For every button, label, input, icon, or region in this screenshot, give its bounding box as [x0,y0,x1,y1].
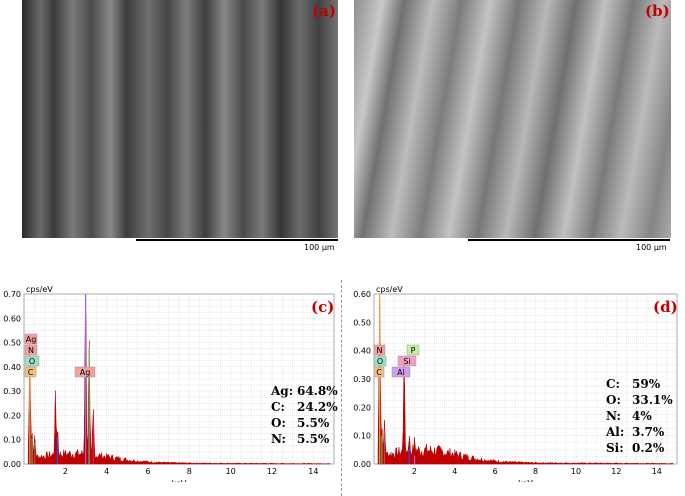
composition-legend-c: Ag: 64.8% C: 24.2% O: 5.5% N: 5.5% [271,383,338,447]
panel-label-c: (c) [311,298,335,316]
x-tick-label: 12 [611,467,621,476]
element-percent: 3.7% [632,425,665,439]
y-tick-label: 0.00 [353,460,371,469]
composition-row: Si: 0.2% [606,440,673,456]
y-tick-label: 0.40 [3,363,21,372]
x-tick-label: 14 [652,467,662,476]
peak-tag-label: Ag [26,335,37,344]
spectrum-area [27,315,331,465]
y-tick-label: 0.30 [3,387,21,396]
x-tick-label: 10 [226,467,236,476]
x-tick-label: 8 [187,467,192,476]
composition-row: C: 59% [606,376,673,392]
scale-label-a: 100 µm [304,243,335,252]
y-tick-label: 0.60 [3,314,21,323]
composition-row: O: 5.5% [271,415,338,431]
x-tick-label: 6 [145,467,150,476]
element-percent: 0.2% [632,441,665,455]
element-percent: 5.5% [297,416,330,430]
y-tick-label: 0.40 [353,347,371,356]
x-axis-label: keV [518,479,533,482]
spectrum-area [377,293,674,465]
y-tick-label: 0.20 [353,403,371,412]
y-tick-label: 0.50 [3,339,21,348]
x-tick-label: 12 [267,467,277,476]
y-tick-label: 0.00 [3,460,21,469]
sem-image-b [354,0,671,238]
element-label: N: [606,409,621,423]
composition-row: O: 33.1% [606,392,673,408]
y-tick-label: 0.50 [353,318,371,327]
element-label: Ag: [271,384,294,398]
x-tick-label: 8 [533,467,538,476]
peak-tag-label: N [377,346,383,355]
scale-bar-a [136,239,338,241]
y-tick-label: 0.20 [3,411,21,420]
panel-label-a: (a) [312,2,336,20]
sem-image-a [22,0,338,238]
peak-tag-label: Ag [80,368,91,377]
element-label: Si: [606,441,624,455]
peak-tag [24,355,40,367]
y-tick-label: 0.10 [353,432,371,441]
peak-tag [24,333,38,345]
x-tick-label: 6 [493,467,498,476]
peak-tag [406,344,420,356]
element-percent: 4% [632,409,652,423]
composition-row: Ag: 64.8% [271,383,338,399]
x-tick-label: 2 [63,467,68,476]
y-tick-label: 0.60 [353,290,371,299]
x-tick-label: 2 [412,467,417,476]
peak-tag [24,344,38,356]
element-label: Al: [606,425,625,439]
scale-label-b: 100 µm [636,243,667,252]
element-label: O: [606,393,621,407]
y-tick-label: 0.10 [3,436,21,445]
y-axis-label: cps/eV [376,285,403,294]
x-axis-label: keV [172,479,187,482]
element-percent: 33.1% [632,393,673,407]
peak-tag [373,355,387,367]
panel-label-d: (d) [653,298,678,316]
peak-tag-label: Al [397,368,405,377]
peak-tag-label: C [28,368,34,377]
eds-spectrum-d: 0.00 0.10 0.20 0.30 0.40 0.50 0.60 2 4 6 8 10 12 14 cp… [353,285,678,482]
peak-tag [373,366,385,378]
x-tick-label: 10 [571,467,581,476]
composition-row: N: 4% [606,408,673,424]
peak-tag [24,366,37,378]
peak-tag-label: O [29,357,35,366]
composition-row: Al: 3.7% [606,424,673,440]
composition-legend-d: C: 59% O: 33.1% N: 4% Al: 3.7% Si: 0.2% [606,376,673,456]
panel-label-b: (b) [645,2,670,20]
peak-tag-label: Si [403,357,410,366]
y-tick-label: 0.30 [353,375,371,384]
peak-tag [397,355,417,367]
x-tick-label: 4 [104,467,109,476]
peak-tag-label: C [376,368,382,377]
element-label: C: [606,377,620,391]
y-tick-label: 0.70 [3,290,21,299]
element-percent: 5.5% [297,432,330,446]
element-label: N: [271,432,286,446]
peak-tag-label: N [28,346,34,355]
peak-tag-label: O [377,357,383,366]
element-percent: 64.8% [297,384,338,398]
peak-tag [373,344,386,356]
x-tick-label: 4 [452,467,457,476]
composition-row: N: 5.5% [271,431,338,447]
eds-spectrum-c: 0.00 0.10 0.20 0.30 0.40 0.50 0.60 0.70 2 4 6 8 10 12… [3,285,335,482]
peak-tag [74,366,96,378]
panel-divider [341,280,342,496]
peak-tag-label: P [411,346,416,355]
x-tick-label: 14 [308,467,318,476]
element-percent: 59% [632,377,661,391]
scale-bar-b [468,239,670,241]
peak-tag [391,366,411,378]
element-label: C: [271,400,285,414]
element-percent: 24.2% [297,400,338,414]
element-label: O: [271,416,286,430]
composition-row: C: 24.2% [271,399,338,415]
y-axis-label: cps/eV [26,285,53,294]
